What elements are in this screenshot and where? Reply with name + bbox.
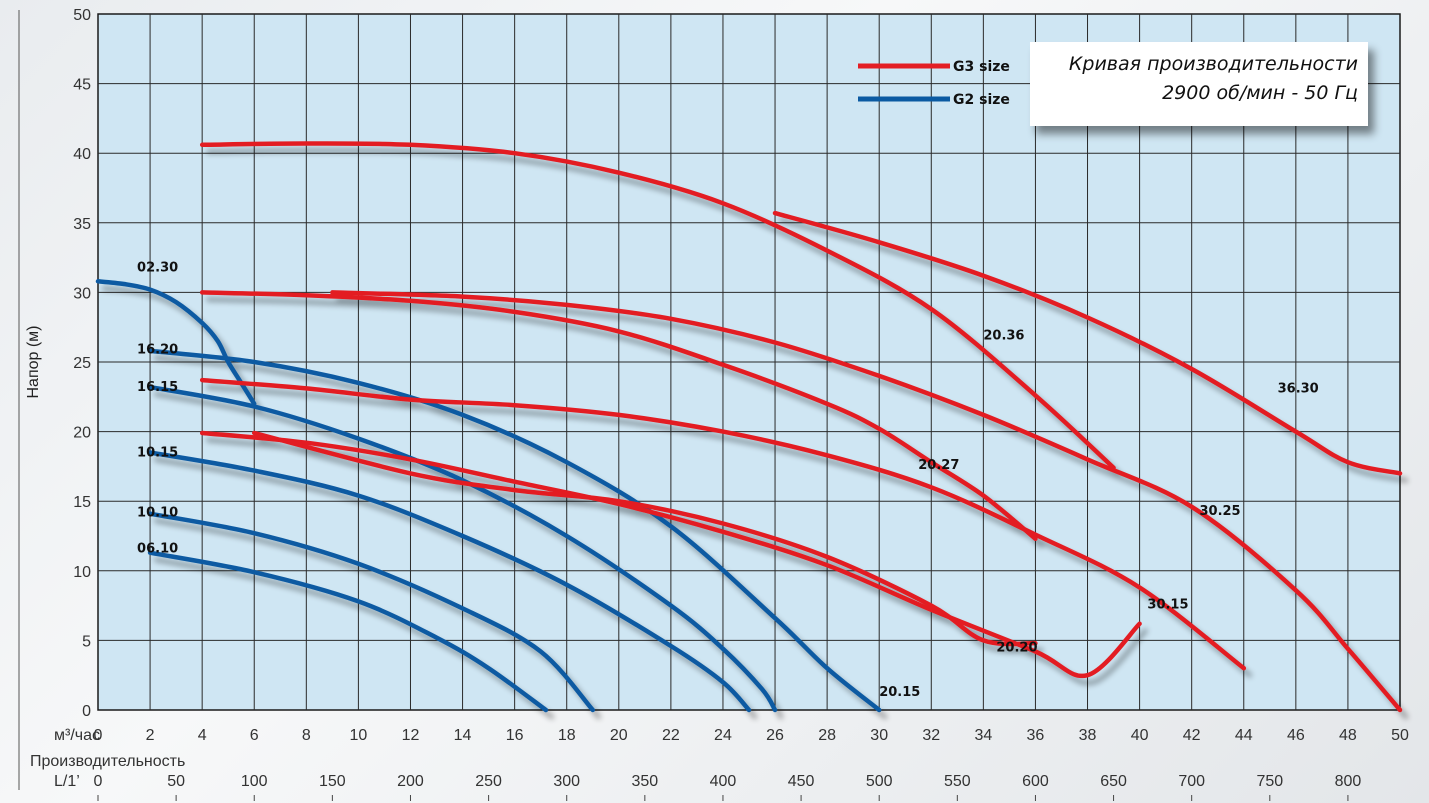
series-line-30.25 [330, 290, 1403, 713]
curve-label-10.15: 10.15 [137, 446, 178, 461]
y-tick-label: 35 [73, 216, 91, 233]
x-tick-label: 12 [402, 727, 420, 744]
curve-label-30.15: 30.15 [1147, 597, 1188, 612]
series-line-36.30 [772, 210, 1403, 476]
x-tick-label: 4 [198, 727, 207, 744]
curve-label-02.30: 02.30 [137, 261, 178, 276]
series-line-10.10 [147, 511, 596, 713]
x-tick-label: 42 [1183, 727, 1201, 744]
x-tick-label: 46 [1287, 727, 1305, 744]
curve-label-36.30: 36.30 [1278, 382, 1319, 397]
y-tick-label: 20 [73, 425, 91, 442]
x2-tick-label: 50 [167, 773, 185, 790]
y-tick-label: 0 [82, 703, 91, 720]
curve-label-16.15: 16.15 [137, 380, 178, 395]
series-line-20.15 [251, 430, 1038, 647]
x-tick-label: 0 [94, 727, 103, 744]
x-tick-label: 14 [454, 727, 472, 744]
x2-tick-label: 350 [631, 773, 658, 790]
x-tick-label: 8 [302, 727, 311, 744]
x-tick-label: 6 [250, 727, 259, 744]
x-unit-label: м³/час [54, 727, 100, 744]
curve-label-20.20: 20.20 [996, 641, 1037, 656]
x2-axis: 0 50 100 150 200 250 300 350 400 450 500 550 600 650 7… [94, 773, 1362, 801]
x-tick-label: 30 [870, 727, 888, 744]
x-tick-label: 10 [350, 727, 368, 744]
info-box-title: Кривая производительности [1068, 53, 1358, 75]
x-tick-label: 28 [818, 727, 836, 744]
x-tick-label: 2 [146, 727, 155, 744]
legend-g3-label: G3 size [953, 59, 1010, 75]
curve-label-20.15: 20.15 [879, 685, 920, 700]
x-tick-label: 50 [1391, 727, 1409, 744]
x2-tick-label: 300 [553, 773, 580, 790]
series-line-16.15 [147, 384, 778, 713]
x2-tick-label: 550 [944, 773, 971, 790]
y-tick-label: 45 [73, 77, 91, 94]
x-tick-label: 44 [1235, 727, 1253, 744]
x2-unit-label: L/1’ [54, 773, 80, 790]
y-axis: 0 5 10 15 20 25 30 35 40 45 50 [73, 7, 91, 720]
x-tick-label: 18 [558, 727, 576, 744]
curve-label-06.10: 06.10 [137, 542, 178, 557]
curve-label-10.10: 10.10 [137, 506, 178, 521]
series-line-30.15 [199, 377, 1247, 671]
x2-tick-label: 650 [1100, 773, 1127, 790]
legend-g2-label: G2 size [953, 92, 1010, 108]
y-axis-title: Напор (м) [25, 325, 42, 398]
x2-tick-label: 500 [866, 773, 893, 790]
x2-tick-label: 250 [475, 773, 502, 790]
curve-labels: 02.30 16.20 16.15 10.15 10.10 06.10 36.30 20.36… [137, 261, 1319, 701]
x-tick-label: 36 [1027, 727, 1045, 744]
y-tick-label: 10 [73, 564, 91, 581]
series-line-20.36 [199, 141, 1116, 471]
y-tick-label: 25 [73, 355, 91, 372]
x-tick-label: 16 [506, 727, 524, 744]
y-tick-label: 15 [73, 494, 91, 511]
legend: G3 size G2 size [858, 59, 1010, 108]
series-line-16.20 [147, 348, 882, 713]
x2-tick-label: 800 [1335, 773, 1362, 790]
y-tick-label: 5 [82, 633, 91, 650]
series-line-02.30 [95, 279, 257, 407]
y-tick-label: 50 [73, 7, 91, 24]
x-tick-label: 22 [662, 727, 680, 744]
x2-tick-label: 750 [1256, 773, 1283, 790]
x2-tick-label: 700 [1178, 773, 1205, 790]
series-layer [95, 141, 1403, 713]
curve-label-20.27: 20.27 [918, 458, 959, 473]
curve-label-30.25: 30.25 [1199, 504, 1240, 519]
x-tick-label: 40 [1131, 727, 1149, 744]
x2-tick-label: 450 [788, 773, 815, 790]
series-line-10.15 [147, 450, 752, 713]
x-tick-label: 26 [766, 727, 784, 744]
x-tick-label: 38 [1079, 727, 1097, 744]
info-box: Кривая производительности 2900 об/мин - … [1030, 42, 1368, 126]
y-tick-label: 30 [73, 285, 91, 302]
x2-tick-label: 200 [397, 773, 424, 790]
x-tick-label: 32 [922, 727, 940, 744]
series-line-06.10 [147, 550, 549, 713]
series-line-20.20 [199, 430, 1142, 679]
series-line-20.27 [199, 290, 1038, 542]
x2-tick-label: 600 [1022, 773, 1049, 790]
x-tick-label: 48 [1339, 727, 1357, 744]
curve-label-16.20: 16.20 [137, 343, 178, 358]
x2-tick-label: 0 [94, 773, 103, 790]
y-tick-label: 40 [73, 146, 91, 163]
grid [98, 14, 1400, 710]
x2-tick-label: 150 [319, 773, 346, 790]
x-tick-label: 34 [974, 727, 992, 744]
x2-tick-label: 400 [710, 773, 737, 790]
x-axis-title: Производительность [30, 753, 185, 770]
x-tick-label: 24 [714, 727, 732, 744]
x-tick-label: 20 [610, 727, 628, 744]
info-box-subtitle: 2900 об/мин - 50 Гц [1162, 82, 1358, 104]
curve-label-20.36: 20.36 [983, 329, 1024, 344]
x-axis: 0 2 4 6 8 10 12 14 16 18 20 22 24 26 28 30 32 34 36 38 40 42 4… [94, 727, 1409, 744]
x2-tick-label: 100 [241, 773, 268, 790]
